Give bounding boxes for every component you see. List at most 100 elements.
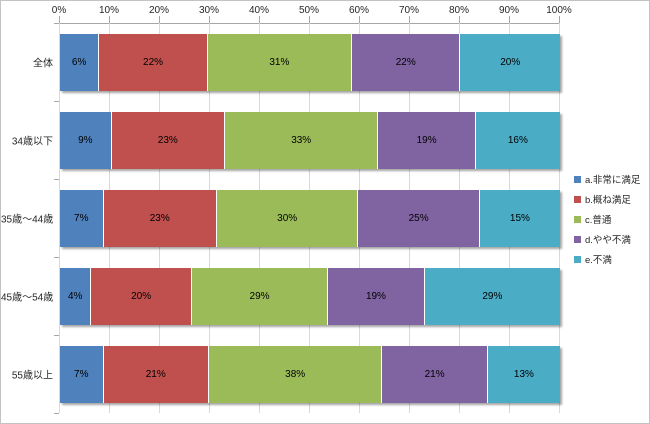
axis-tick <box>159 16 160 23</box>
category-axis-tick <box>54 335 59 336</box>
axis-tick-label: 80% <box>448 5 470 16</box>
bar-segment: 22% <box>98 33 207 91</box>
axis-tick <box>459 16 460 23</box>
data-label: 9% <box>78 134 93 146</box>
data-label: 21% <box>145 368 166 380</box>
data-label: 38% <box>285 368 306 380</box>
legend-label: c.普通 <box>585 215 612 226</box>
data-label: 7% <box>74 212 89 224</box>
bar-segment: 15% <box>478 189 561 247</box>
data-label: 22% <box>143 56 164 68</box>
axis-tick-label: 60% <box>348 5 370 16</box>
axis-tick-label: 50% <box>298 5 320 16</box>
legend-label: a.非常に満足 <box>585 175 641 186</box>
legend-label: d.やや不満 <box>585 235 631 246</box>
category-label: 55歳以上 <box>11 370 53 382</box>
category-label: 35歳～44歳 <box>1 214 54 226</box>
stacked-bar: 7% 23% 30% 25% 15% <box>60 189 561 247</box>
bar-segment: 31% <box>206 33 352 91</box>
stacked-bar: 6% 22% 31% 22% 20% <box>60 33 560 91</box>
data-label: 23% <box>157 134 178 146</box>
bar-segment: 21% <box>381 345 487 403</box>
stacked-bar: 9% 23% 33% 19% 16% <box>60 111 560 169</box>
data-label: 23% <box>149 212 170 224</box>
bar-segment: 20% <box>90 267 191 325</box>
legend-item: b.概ね満足 <box>574 192 640 206</box>
category-axis-tick <box>54 179 59 180</box>
data-label: 20% <box>500 56 521 68</box>
data-label: 20% <box>131 290 152 302</box>
data-label: 19% <box>365 290 386 302</box>
legend-swatch <box>574 255 581 263</box>
bar-segment: 30% <box>215 189 358 247</box>
category-axis-tick <box>54 413 59 414</box>
legend-item: e.不満 <box>574 252 640 266</box>
legend-swatch <box>574 215 581 223</box>
legend-item: a.非常に満足 <box>574 172 640 186</box>
legend-item: c.普通 <box>574 212 640 226</box>
data-label: 29% <box>482 290 503 302</box>
bar-segment: 29% <box>423 267 561 325</box>
axis-tick-label: 40% <box>248 5 270 16</box>
data-label: 21% <box>424 368 445 380</box>
data-label: 6% <box>71 56 87 68</box>
bar-segment: 9% <box>60 111 111 169</box>
axis-tick <box>59 16 60 23</box>
axis-tick <box>109 16 110 23</box>
data-label: 31% <box>269 56 290 68</box>
axis-tick <box>259 16 260 23</box>
axis-tick-label: 100% <box>546 5 572 16</box>
data-label: 29% <box>249 290 270 302</box>
bar-segment: 19% <box>377 111 475 169</box>
legend-swatch <box>574 175 581 183</box>
bar-segment: 4% <box>60 267 91 325</box>
axis-tick-label: 10% <box>98 5 120 16</box>
bar-segment: 25% <box>357 189 479 247</box>
stacked-bar: 7% 21% 38% 21% 13% <box>60 345 560 403</box>
bar-segment: 6% <box>60 33 99 91</box>
data-label: 15% <box>509 212 530 224</box>
data-label: 7% <box>74 368 89 380</box>
bar-segment: 29% <box>190 267 328 325</box>
gridline <box>59 23 60 413</box>
data-label: 19% <box>416 134 437 146</box>
bar-segment: 23% <box>110 111 224 169</box>
bar-segment: 16% <box>474 111 560 169</box>
category-label: 34歳以下 <box>11 136 53 148</box>
bar-segment: 21% <box>102 345 208 403</box>
category-label: 45歳～54歳 <box>1 292 54 304</box>
legend: a.非常に満足 b.概ね満足 c.普通 d.やや不満 e.不満 <box>574 172 640 266</box>
bar-segment: 33% <box>223 111 378 169</box>
legend-swatch <box>574 235 581 243</box>
category-axis-tick <box>54 23 59 24</box>
bar-segment: 22% <box>351 33 460 91</box>
stacked-bar: 4% 20% 29% 19% 29% <box>60 267 561 325</box>
data-label: 33% <box>291 134 312 146</box>
data-label: 4% <box>67 290 83 302</box>
axis-tick <box>359 16 360 23</box>
category-axis-tick <box>54 257 59 258</box>
bar-segment: 13% <box>486 345 560 403</box>
data-label: 30% <box>277 212 298 224</box>
category-axis-tick <box>54 101 59 102</box>
data-label: 25% <box>408 212 429 224</box>
axis-tick-label: 20% <box>148 5 170 16</box>
bar-segment: 20% <box>459 33 560 91</box>
bar-segment: 7% <box>60 345 103 403</box>
data-label: 22% <box>395 56 416 68</box>
category-label: 全体 <box>33 58 53 70</box>
axis-tick-label: 90% <box>498 5 520 16</box>
axis-tick <box>209 16 210 23</box>
axis-tick <box>559 16 560 23</box>
bar-segment: 19% <box>327 267 424 325</box>
axis-tick-label: 0% <box>51 5 67 16</box>
axis-tick <box>409 16 410 23</box>
data-label: 16% <box>507 134 528 146</box>
legend-label: b.概ね満足 <box>585 195 631 206</box>
legend-item: d.やや不満 <box>574 232 640 246</box>
data-label: 13% <box>513 368 534 380</box>
bar-segment: 23% <box>102 189 216 247</box>
legend-swatch <box>574 195 581 203</box>
bar-segment: 38% <box>207 345 382 403</box>
